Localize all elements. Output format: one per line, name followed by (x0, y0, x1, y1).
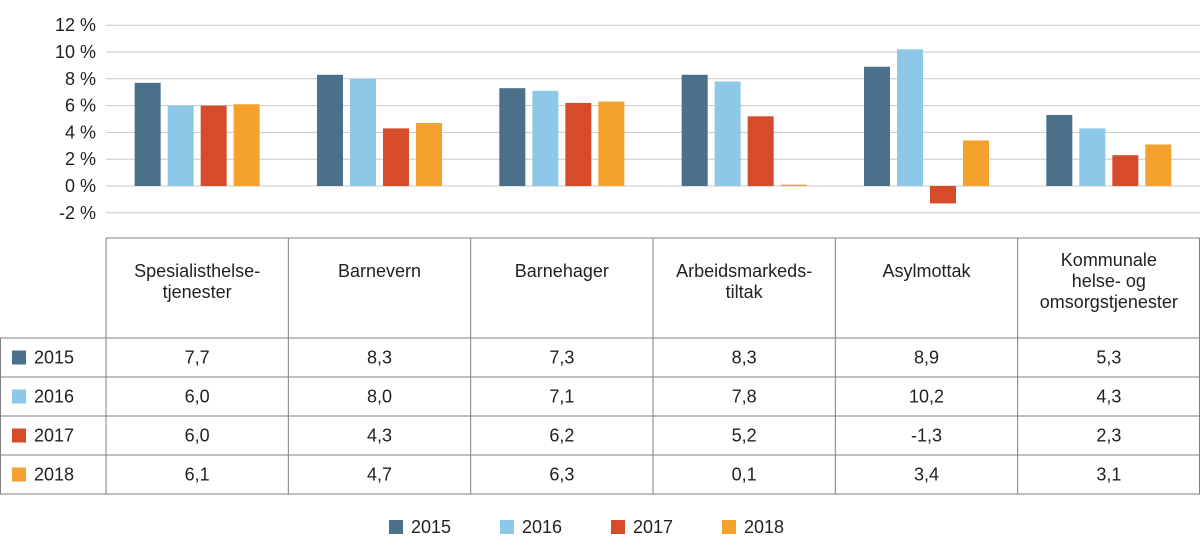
legend-swatch-2018 (722, 520, 736, 534)
data-label: 5,2 (732, 426, 757, 446)
bar-2017 (1112, 155, 1139, 186)
category-label: Asylmottak (882, 261, 971, 281)
bar-2018 (233, 104, 260, 186)
bar-2016 (167, 105, 194, 186)
category-label: Barnehager (515, 261, 609, 281)
data-label: 6,0 (185, 426, 210, 446)
y-tick-label: 8 % (65, 69, 96, 89)
data-label: 7,7 (185, 348, 210, 368)
bar-2017 (747, 116, 774, 186)
y-tick-label: 0 % (65, 176, 96, 196)
bar-2016 (714, 81, 741, 186)
bar-2018 (963, 140, 989, 186)
data-table: Spesialisthelse-tjenester Barnevern Barneh… (0, 237, 1200, 495)
y-tick-label: 4 % (65, 122, 96, 142)
data-label: 4,3 (367, 426, 392, 446)
category-label-line: Barnehager (515, 261, 609, 281)
row-swatch-2015 (12, 350, 26, 365)
row-swatch-2017 (12, 428, 26, 443)
data-label: 6,2 (549, 426, 574, 446)
category-label-line: Asylmottak (882, 261, 971, 281)
legend-label-2015: 2015 (411, 517, 451, 537)
bar-2018 (780, 184, 807, 186)
category-label-line: tjenester (163, 282, 232, 302)
bar-2017 (200, 105, 227, 186)
bar-2017 (930, 186, 956, 204)
data-label: 5,3 (1096, 348, 1121, 368)
bar-2018 (1145, 144, 1172, 186)
row-swatch-2016 (12, 389, 26, 404)
legend: 2015 2016 2017 2018 (389, 517, 784, 537)
bar-2018 (416, 123, 442, 186)
gridlines (106, 24, 1200, 214)
data-label: 2,3 (1096, 426, 1121, 446)
bar-2016 (350, 78, 376, 186)
bar-2015 (134, 82, 161, 186)
category-label: Spesialisthelse-tjenester (134, 261, 260, 302)
data-label: 0,1 (732, 465, 757, 485)
category-label: Kommunale helse- og omsorgstjenester (1040, 250, 1178, 312)
category-label: Barnevern (338, 261, 421, 281)
bar-2015 (317, 74, 343, 186)
data-label: 4,3 (1096, 387, 1121, 407)
y-tick-label: -2 % (59, 203, 96, 223)
bar-2018 (598, 101, 625, 186)
y-axis-ticks: 12 % 10 % 8 % 6 % 4 % 2 % 0 % -2 % (55, 15, 96, 223)
data-label: 8,3 (367, 348, 392, 368)
data-label: 6,0 (185, 387, 210, 407)
bar-2016 (1079, 128, 1106, 186)
row-header-2017: 2017 (34, 426, 74, 446)
data-label: 7,1 (549, 387, 574, 407)
y-tick-label: 6 % (65, 96, 96, 116)
y-tick-label: 2 % (65, 149, 96, 169)
bar-2015 (864, 66, 890, 186)
bar-2015 (499, 88, 526, 186)
legend-label-2017: 2017 (633, 517, 673, 537)
data-label: -1,3 (911, 426, 942, 446)
legend-label-2018: 2018 (744, 517, 784, 537)
data-label: 6,3 (549, 465, 574, 485)
bar-2017 (565, 102, 592, 186)
bar-2015 (1046, 114, 1073, 186)
category-label-line: Spesialisthelse- (134, 261, 260, 281)
data-label: 3,1 (1096, 465, 1121, 485)
data-label: 7,3 (549, 348, 574, 368)
data-label: 4,7 (367, 465, 392, 485)
row-header-2015: 2015 (34, 348, 74, 368)
data-label: 7,8 (732, 387, 757, 407)
data-label: 3,4 (914, 465, 939, 485)
row-header-2016: 2016 (34, 387, 74, 407)
category-label-line: Kommunale (1061, 250, 1157, 270)
data-label: 8,3 (732, 348, 757, 368)
bar-2015 (681, 74, 708, 186)
category-label-line: Barnevern (338, 261, 421, 281)
legend-swatch-2015 (389, 520, 403, 534)
row-header-2018: 2018 (34, 465, 74, 485)
bar-2016 (532, 90, 559, 186)
data-label: 10,2 (909, 387, 944, 407)
y-tick-label: 12 % (55, 15, 96, 35)
category-label-line: tiltak (726, 282, 764, 302)
category-label-line: helse- og (1072, 271, 1146, 291)
legend-swatch-2017 (611, 520, 625, 534)
data-label: 8,9 (914, 348, 939, 368)
data-label: 6,1 (185, 465, 210, 485)
y-tick-label: 10 % (55, 42, 96, 62)
bar-2016 (897, 49, 923, 186)
category-label-line: Arbeidsmarkeds- (676, 261, 812, 281)
legend-swatch-2016 (500, 520, 514, 534)
bar-2017 (383, 128, 409, 186)
legend-label-2016: 2016 (522, 517, 562, 537)
category-label-line: omsorgstjenester (1040, 292, 1178, 312)
bars (134, 49, 1172, 204)
data-label: 8,0 (367, 387, 392, 407)
row-swatch-2018 (12, 467, 26, 482)
category-label: Arbeidsmarkeds-tiltak (676, 261, 812, 302)
